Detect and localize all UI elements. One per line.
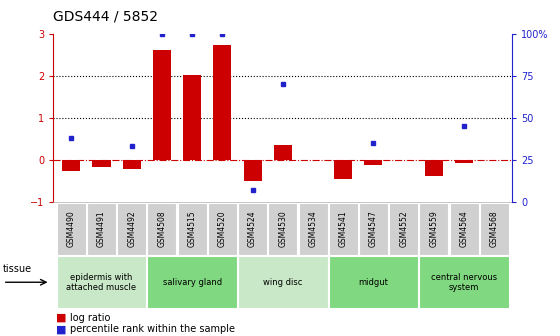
Text: GSM4541: GSM4541 (339, 210, 348, 247)
Text: midgut: midgut (358, 278, 389, 287)
Text: GSM4530: GSM4530 (278, 210, 287, 247)
Text: epidermis with
attached muscle: epidermis with attached muscle (67, 272, 137, 292)
Bar (62, 160, 81, 171)
Text: tissue: tissue (3, 264, 32, 274)
Bar (183, 75, 201, 160)
Text: GSM4547: GSM4547 (369, 210, 378, 247)
Bar (419, 256, 509, 308)
Bar (298, 203, 328, 255)
Bar (419, 203, 449, 255)
Text: GSM4568: GSM4568 (490, 210, 499, 247)
Text: GSM4534: GSM4534 (309, 210, 318, 247)
Text: central nervous
system: central nervous system (431, 272, 497, 292)
Text: GSM4492: GSM4492 (127, 210, 136, 247)
Text: percentile rank within the sample: percentile rank within the sample (70, 324, 235, 334)
Bar (238, 203, 267, 255)
Text: GSM4508: GSM4508 (157, 210, 166, 247)
Bar (329, 256, 418, 308)
Bar (92, 160, 110, 167)
Text: GSM4564: GSM4564 (460, 210, 469, 247)
Bar (450, 203, 479, 255)
Text: ■: ■ (56, 324, 67, 334)
Bar (359, 203, 388, 255)
Text: GSM4520: GSM4520 (218, 210, 227, 247)
Text: GDS444 / 5852: GDS444 / 5852 (53, 9, 158, 24)
Bar (425, 160, 443, 175)
Bar (329, 203, 358, 255)
Bar (57, 256, 146, 308)
Bar (178, 203, 207, 255)
Text: GSM4491: GSM4491 (97, 210, 106, 247)
Bar (238, 256, 328, 308)
Bar (455, 160, 473, 163)
Bar (57, 203, 86, 255)
Bar (123, 160, 141, 169)
Bar (268, 203, 297, 255)
Bar (147, 256, 237, 308)
Bar (87, 203, 116, 255)
Bar (389, 203, 418, 255)
Bar (147, 203, 176, 255)
Bar (208, 203, 237, 255)
Text: GSM4559: GSM4559 (430, 210, 438, 247)
Bar (365, 160, 382, 165)
Text: GSM4524: GSM4524 (248, 210, 257, 247)
Text: GSM4515: GSM4515 (188, 210, 197, 247)
Text: GSM4552: GSM4552 (399, 210, 408, 247)
Bar (480, 203, 509, 255)
Bar (334, 160, 352, 178)
Text: wing disc: wing disc (263, 278, 302, 287)
Bar (213, 45, 231, 160)
Text: ■: ■ (56, 312, 67, 323)
Bar (274, 145, 292, 160)
Text: log ratio: log ratio (70, 312, 110, 323)
Bar (153, 50, 171, 160)
Text: salivary gland: salivary gland (162, 278, 222, 287)
Bar (244, 160, 262, 181)
Text: GSM4490: GSM4490 (67, 210, 76, 247)
Bar (117, 203, 146, 255)
